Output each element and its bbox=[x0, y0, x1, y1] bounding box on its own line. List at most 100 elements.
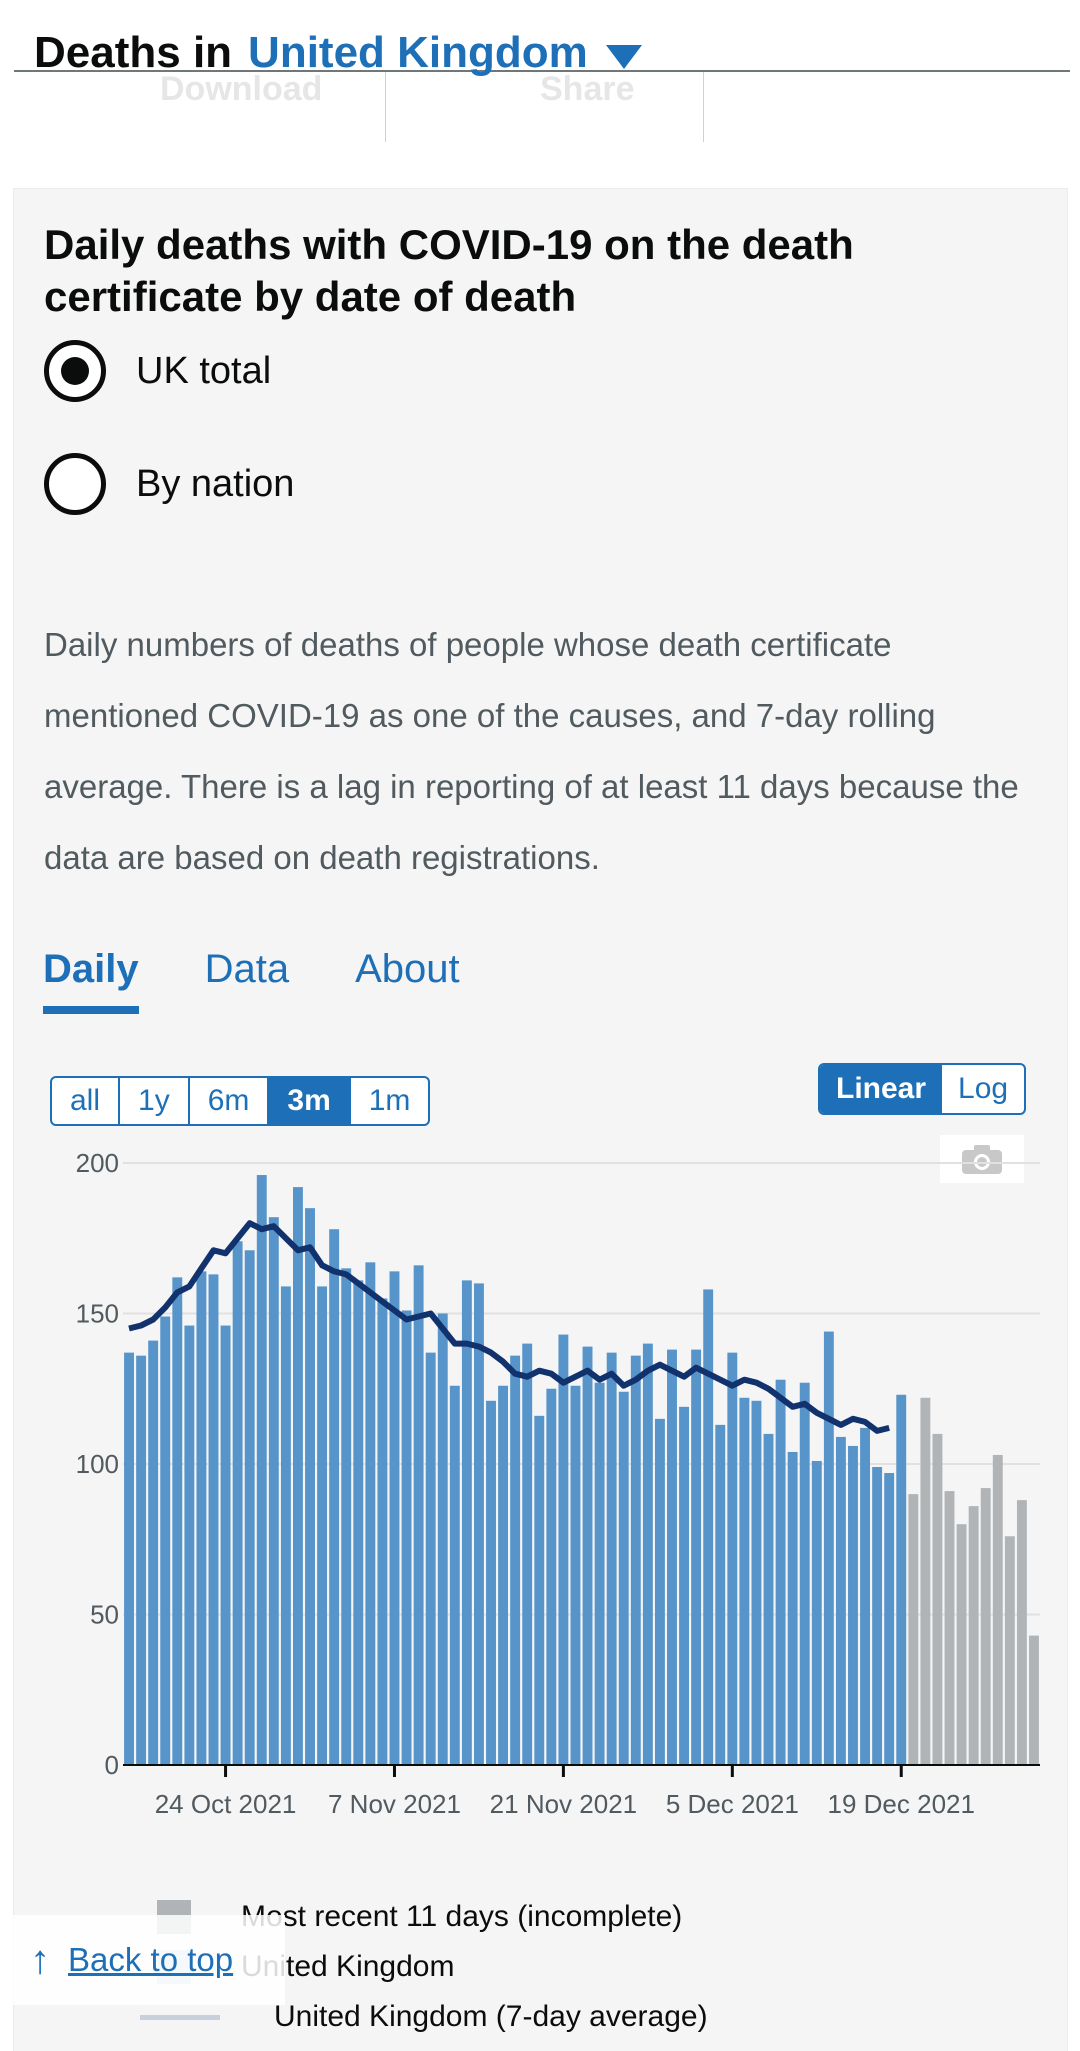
download-link[interactable]: Download bbox=[160, 70, 323, 108]
bar[interactable] bbox=[184, 1325, 195, 1765]
bar[interactable] bbox=[280, 1286, 291, 1765]
bar[interactable] bbox=[365, 1262, 376, 1765]
bar[interactable] bbox=[739, 1397, 750, 1765]
bar[interactable] bbox=[811, 1460, 822, 1765]
tab-about[interactable]: About bbox=[355, 947, 460, 991]
bar[interactable] bbox=[570, 1385, 581, 1765]
bar[interactable] bbox=[305, 1208, 315, 1765]
bar[interactable] bbox=[522, 1343, 533, 1765]
average-line[interactable] bbox=[128, 1220, 890, 1434]
bar-incomplete[interactable] bbox=[920, 1397, 931, 1765]
bar[interactable] bbox=[546, 1388, 557, 1765]
bar[interactable] bbox=[124, 1352, 134, 1765]
back-to-top-link[interactable]: ↑ Back to top bbox=[0, 1915, 285, 2005]
radio-checked-icon[interactable] bbox=[44, 340, 106, 402]
bar[interactable] bbox=[449, 1385, 460, 1765]
bar[interactable] bbox=[799, 1382, 810, 1765]
bar[interactable] bbox=[437, 1313, 448, 1766]
range-6m-button[interactable]: 6m bbox=[190, 1078, 270, 1124]
bar[interactable] bbox=[703, 1289, 714, 1765]
bar-incomplete[interactable] bbox=[1004, 1536, 1015, 1765]
bar[interactable] bbox=[823, 1331, 834, 1765]
bar[interactable] bbox=[787, 1451, 798, 1765]
range-1y-button[interactable]: 1y bbox=[120, 1078, 190, 1124]
bar[interactable] bbox=[860, 1427, 870, 1765]
bar[interactable] bbox=[715, 1424, 726, 1765]
bar[interactable] bbox=[835, 1436, 846, 1765]
radio-by-nation[interactable]: By nation bbox=[44, 453, 294, 515]
bar[interactable] bbox=[353, 1280, 364, 1765]
bar[interactable] bbox=[691, 1349, 702, 1765]
action-cell-download[interactable] bbox=[14, 72, 386, 142]
bar-incomplete[interactable] bbox=[1029, 1635, 1039, 1765]
bar[interactable] bbox=[377, 1298, 388, 1765]
bar[interactable] bbox=[606, 1352, 617, 1765]
bar[interactable] bbox=[329, 1229, 340, 1765]
radio-uk-total[interactable]: UK total bbox=[44, 340, 271, 402]
bar[interactable] bbox=[389, 1271, 400, 1765]
bar-incomplete[interactable] bbox=[968, 1506, 979, 1765]
bar[interactable] bbox=[727, 1352, 738, 1765]
bar-incomplete[interactable] bbox=[980, 1488, 991, 1765]
bar[interactable] bbox=[256, 1175, 267, 1765]
bar[interactable] bbox=[510, 1355, 521, 1765]
bar[interactable] bbox=[582, 1346, 593, 1765]
bar[interactable] bbox=[486, 1400, 496, 1765]
y-tick-label: 150 bbox=[76, 1299, 119, 1329]
bar-incomplete[interactable] bbox=[932, 1433, 943, 1765]
bar[interactable] bbox=[425, 1352, 436, 1765]
tab-data[interactable]: Data bbox=[204, 947, 290, 991]
radio-unchecked-icon[interactable] bbox=[44, 453, 106, 515]
bar[interactable] bbox=[293, 1187, 303, 1765]
bar[interactable] bbox=[775, 1379, 786, 1765]
bar-incomplete[interactable] bbox=[1016, 1500, 1027, 1765]
bar[interactable] bbox=[498, 1385, 509, 1765]
bar[interactable] bbox=[751, 1400, 762, 1765]
bar[interactable] bbox=[667, 1349, 677, 1765]
bar[interactable] bbox=[136, 1355, 147, 1765]
bar-incomplete[interactable] bbox=[956, 1524, 967, 1765]
bar[interactable] bbox=[630, 1355, 641, 1765]
bar[interactable] bbox=[172, 1277, 183, 1765]
bar[interactable] bbox=[848, 1445, 858, 1765]
bar-incomplete[interactable] bbox=[992, 1454, 1003, 1765]
bar[interactable] bbox=[896, 1394, 907, 1765]
dropdown-caret-icon[interactable] bbox=[605, 45, 642, 69]
bar[interactable] bbox=[872, 1467, 883, 1765]
bar-incomplete[interactable] bbox=[944, 1491, 955, 1765]
bar[interactable] bbox=[148, 1340, 159, 1765]
bar[interactable] bbox=[208, 1274, 219, 1765]
tab-daily[interactable]: Daily bbox=[43, 947, 139, 1014]
bar[interactable] bbox=[618, 1391, 629, 1765]
action-cell-share[interactable] bbox=[386, 72, 704, 142]
bar[interactable] bbox=[220, 1325, 231, 1765]
bar[interactable] bbox=[642, 1343, 653, 1765]
bar[interactable] bbox=[413, 1265, 424, 1765]
range-1m-button[interactable]: 1m bbox=[368, 1084, 411, 1117]
area-selector[interactable]: United Kingdom bbox=[248, 28, 588, 77]
scale-log-button[interactable]: Log bbox=[958, 1072, 1009, 1105]
bar[interactable] bbox=[317, 1286, 328, 1765]
bar[interactable] bbox=[534, 1415, 545, 1765]
bar-incomplete[interactable] bbox=[908, 1494, 919, 1765]
bar[interactable] bbox=[268, 1217, 279, 1765]
bar[interactable] bbox=[461, 1280, 472, 1765]
range-3m-button[interactable]: 3m bbox=[269, 1078, 351, 1124]
bar[interactable] bbox=[473, 1283, 484, 1765]
share-link[interactable]: Share bbox=[540, 70, 635, 108]
bar[interactable] bbox=[558, 1334, 569, 1765]
bar[interactable] bbox=[679, 1406, 690, 1765]
bar[interactable] bbox=[232, 1241, 243, 1765]
bar[interactable] bbox=[244, 1250, 255, 1765]
bar[interactable] bbox=[341, 1268, 352, 1765]
range-all-button[interactable]: all bbox=[52, 1078, 121, 1124]
bar[interactable] bbox=[763, 1433, 774, 1765]
bar[interactable] bbox=[654, 1418, 665, 1765]
camera-icon[interactable] bbox=[940, 1135, 1024, 1183]
bar[interactable] bbox=[594, 1382, 605, 1765]
bar[interactable] bbox=[401, 1310, 412, 1765]
bar[interactable] bbox=[196, 1271, 207, 1765]
bar[interactable] bbox=[884, 1473, 895, 1765]
bar[interactable] bbox=[160, 1316, 171, 1765]
scale-linear-button[interactable]: Linear bbox=[820, 1065, 943, 1113]
